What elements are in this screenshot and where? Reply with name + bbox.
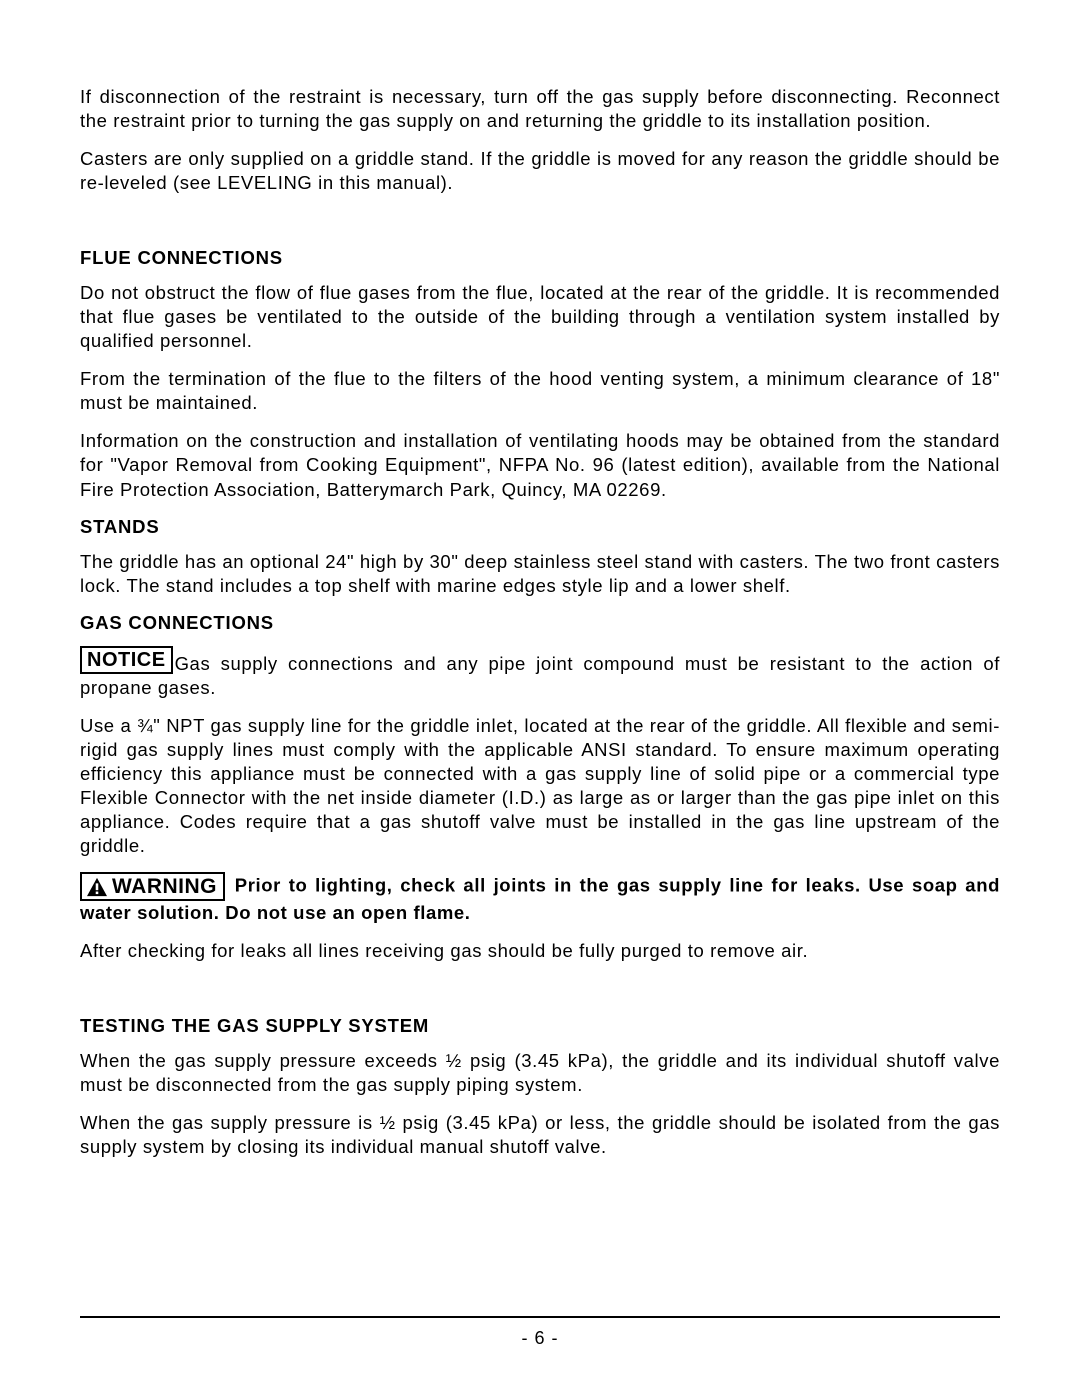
section-heading-stands: STANDS (80, 516, 1000, 538)
notice-label: NOTICE (80, 646, 173, 674)
notice-paragraph: NOTICEGas supply connections and any pip… (80, 646, 1000, 700)
body-paragraph: If disconnection of the restraint is nec… (80, 85, 1000, 133)
page-content: If disconnection of the restraint is nec… (80, 85, 1000, 1159)
footer-rule (80, 1316, 1000, 1318)
document-page: If disconnection of the restraint is nec… (0, 0, 1080, 1397)
section-heading-gas: GAS CONNECTIONS (80, 612, 1000, 634)
body-paragraph: The griddle has an optional 24" high by … (80, 550, 1000, 598)
warning-paragraph: WARNING Prior to lighting, check all joi… (80, 872, 1000, 925)
section-heading-flue: FLUE CONNECTIONS (80, 247, 1000, 269)
spacer (80, 209, 1000, 247)
warning-label-text: WARNING (112, 876, 217, 897)
warning-label: WARNING (80, 872, 225, 901)
spacer (80, 977, 1000, 1015)
body-paragraph: Use a ¾" NPT gas supply line for the gri… (80, 714, 1000, 858)
body-paragraph: Casters are only supplied on a griddle s… (80, 147, 1000, 195)
body-paragraph: Information on the construction and inst… (80, 429, 1000, 501)
warning-triangle-icon (86, 877, 108, 897)
page-number: - 6 - (80, 1328, 1000, 1349)
body-paragraph: When the gas supply pressure exceeds ½ p… (80, 1049, 1000, 1097)
notice-text: Gas supply connections and any pipe join… (80, 653, 1000, 698)
body-paragraph: When the gas supply pressure is ½ psig (… (80, 1111, 1000, 1159)
body-paragraph: From the termination of the flue to the … (80, 367, 1000, 415)
body-paragraph: After checking for leaks all lines recei… (80, 939, 1000, 963)
section-heading-testing: TESTING THE GAS SUPPLY SYSTEM (80, 1015, 1000, 1037)
page-footer: - 6 - (80, 1316, 1000, 1349)
body-paragraph: Do not obstruct the flow of flue gases f… (80, 281, 1000, 353)
